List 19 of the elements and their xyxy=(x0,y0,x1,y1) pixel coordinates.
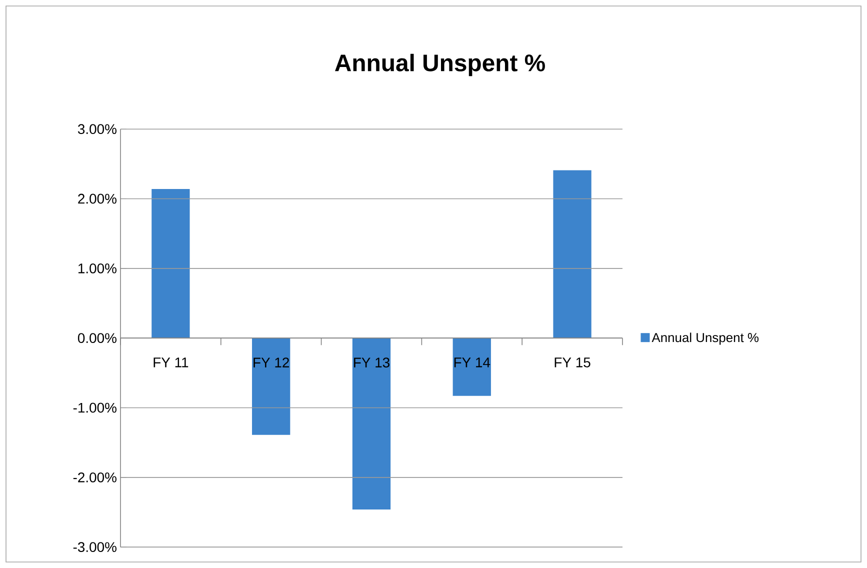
y-tick-label: -2.00% xyxy=(73,472,116,482)
y-tick-label: -1.00% xyxy=(73,402,116,413)
bar xyxy=(152,189,190,338)
x-tick-label: FY 14 xyxy=(454,358,490,368)
legend-label: Annual Unspent % xyxy=(652,332,759,345)
x-tick-label: FY 12 xyxy=(254,358,289,368)
y-tick-label: 2.00% xyxy=(78,194,116,204)
x-tick-label: FY 15 xyxy=(554,358,590,368)
y-tick-label: 0.00% xyxy=(78,333,116,344)
bar xyxy=(352,338,391,510)
chart-title: Annual Unspent % xyxy=(334,54,545,76)
y-tick-label: 1.00% xyxy=(78,263,116,274)
bar xyxy=(452,338,491,396)
y-tick-label: 3.00% xyxy=(78,124,116,134)
y-tick-label: -3.00% xyxy=(73,542,116,552)
x-tick-label: FY 11 xyxy=(154,358,188,368)
bar xyxy=(553,170,592,338)
bar xyxy=(252,338,290,435)
x-tick-label: FY 13 xyxy=(354,358,390,368)
